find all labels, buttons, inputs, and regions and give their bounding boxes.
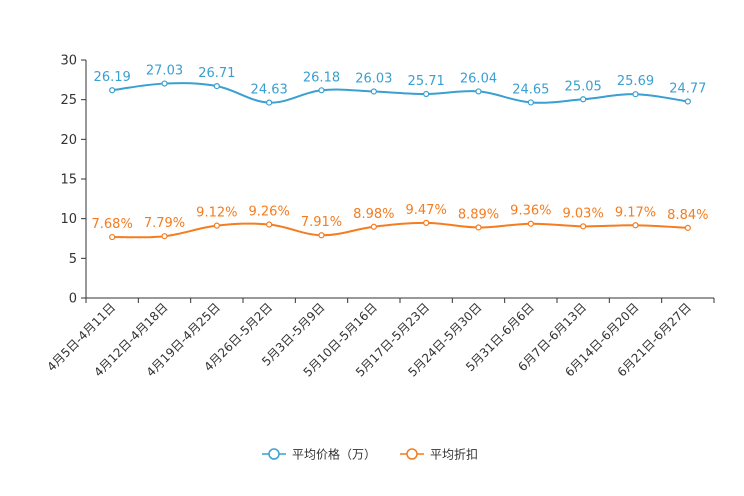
y-tick-label: 20 [60,133,77,148]
data-label: 26.04 [460,71,497,86]
data-label: 9.12% [196,206,237,221]
data-point[interactable] [527,99,534,106]
data-label: 9.17% [615,205,656,220]
data-point[interactable] [109,233,116,241]
data-point[interactable] [266,99,273,106]
data-label: 8.84% [667,208,708,223]
data-point[interactable] [475,224,482,231]
data-label: 25.05 [565,79,602,94]
series-line [112,82,688,104]
series-average-discount: 7.68% 7.79% 9.12% 9.26% 7.91% 8.98% 9.47% 8.89%… [92,203,708,241]
series-average-price: 26.19 27.03 26.71 24.63 26.18 26.03 25.71 26.04… [94,64,706,106]
data-point[interactable] [527,220,534,227]
data-label: 7.91% [301,215,342,230]
data-label: 24.77 [669,81,706,96]
data-label: 9.36% [510,204,551,219]
data-point[interactable] [370,88,377,95]
data-label: 8.98% [353,207,394,222]
y-tick-label: 0 [69,292,77,307]
data-label: 7.79% [144,216,185,231]
data-label: 9.03% [563,206,604,221]
data-label: 26.03 [355,71,392,86]
data-point[interactable] [580,223,587,230]
data-point[interactable] [423,219,430,226]
data-point[interactable] [109,87,116,94]
y-tick-label: 30 [60,54,77,69]
data-point[interactable] [580,96,587,103]
data-point[interactable] [161,233,168,240]
series-line [112,221,688,239]
data-point[interactable] [423,90,430,98]
legend[interactable]: 平均价格（万） 平均折扣 [262,447,478,462]
data-point[interactable] [632,222,639,229]
data-label: 9.26% [249,205,290,220]
data-point[interactable] [475,88,482,95]
data-point[interactable] [318,232,325,239]
data-label: 8.89% [458,207,499,222]
data-point[interactable] [213,83,220,90]
y-tick-label: 15 [60,173,77,188]
data-label: 26.19 [94,70,131,85]
data-label: 26.71 [198,66,235,81]
data-point[interactable] [161,80,168,87]
data-point[interactable] [684,224,691,231]
legend-label: 平均折扣 [430,447,478,462]
data-label: 7.68% [92,217,133,232]
legend-item-average-discount[interactable]: 平均折扣 [400,447,478,462]
data-point[interactable] [318,87,325,94]
data-point[interactable] [370,223,377,230]
series-layer: 26.19 27.03 26.71 24.63 26.18 26.03 25.71 26.04… [92,64,708,241]
data-label: 24.63 [251,83,288,98]
legend-marker-icon [406,448,418,460]
data-point[interactable] [632,91,639,98]
legend-item-average-price[interactable]: 平均价格（万） [262,447,376,462]
data-label: 9.47% [406,203,447,218]
legend-marker-icon [268,448,280,460]
data-label: 24.65 [512,82,549,97]
legend-label: 平均价格（万） [292,447,376,462]
y-tick-label: 10 [60,212,77,227]
data-label: 26.18 [303,70,340,85]
data-label: 25.69 [617,74,654,89]
data-point[interactable] [213,222,220,229]
data-label: 25.71 [408,74,445,89]
data-label: 27.03 [146,64,183,79]
y-tick-label: 5 [69,252,77,267]
data-point[interactable] [266,221,273,228]
data-point[interactable] [684,98,691,105]
y-tick-label: 25 [60,93,77,108]
